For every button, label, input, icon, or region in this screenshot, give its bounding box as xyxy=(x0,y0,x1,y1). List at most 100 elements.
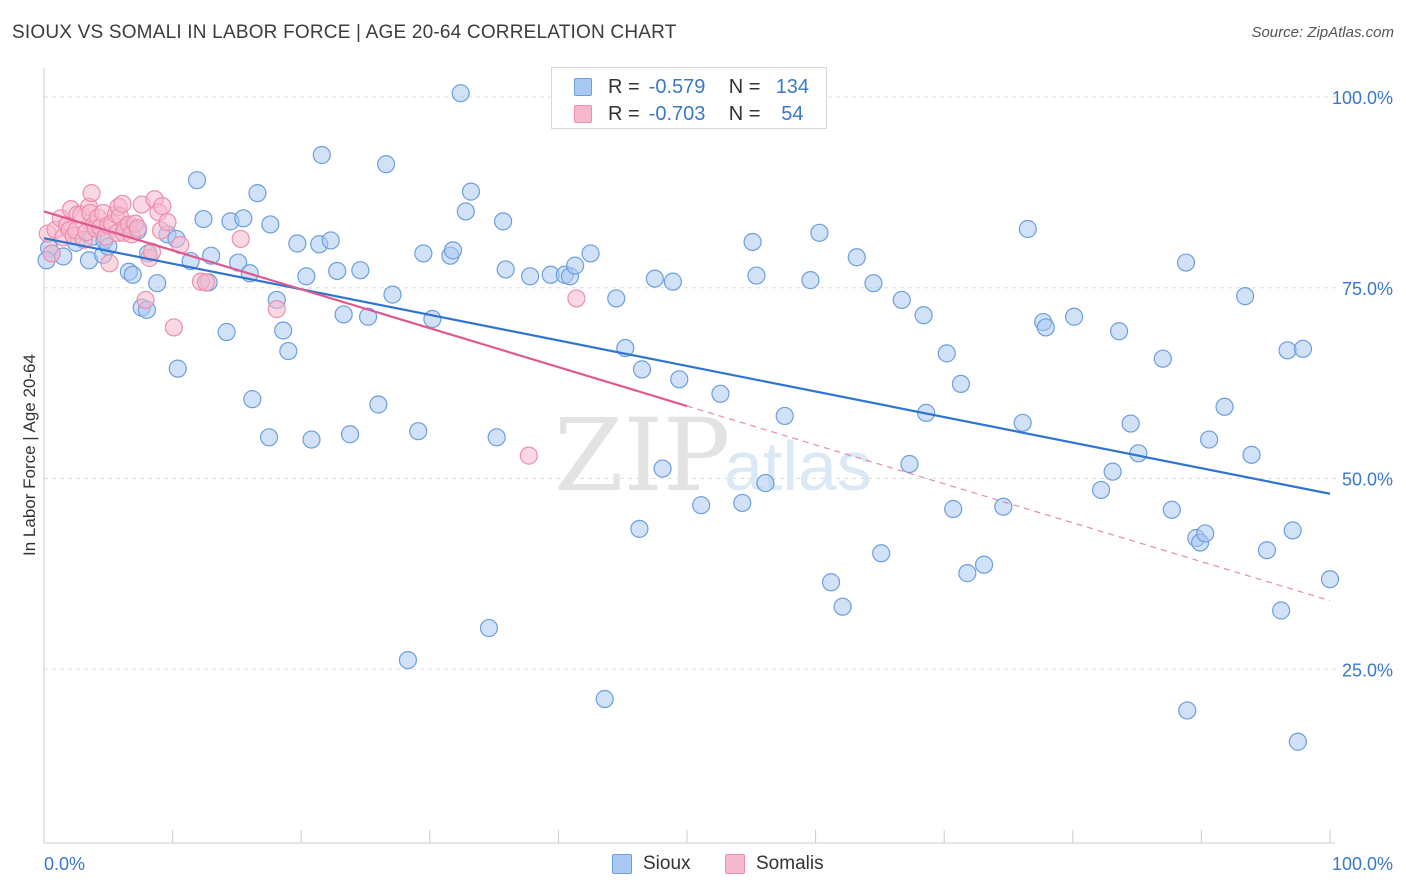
sioux-point xyxy=(1236,287,1255,306)
sioux-point xyxy=(1091,480,1111,500)
sioux-legend-label: Sioux xyxy=(643,853,691,874)
y-tick-labels: 25.0% 50.0% 75.0% 100.0% xyxy=(1332,88,1393,680)
somalis-n-value: 54 xyxy=(781,102,804,125)
somalis-trend-extension xyxy=(686,405,1331,602)
somalis-point xyxy=(231,229,250,249)
sioux-point xyxy=(302,430,321,449)
sioux-point xyxy=(312,145,331,165)
sioux-point xyxy=(847,248,866,267)
legend-item-sioux[interactable]: Sioux xyxy=(612,851,691,877)
sioux-n-value: 134 xyxy=(775,75,810,98)
r-label: R = xyxy=(608,75,640,98)
sioux-point xyxy=(1121,414,1140,433)
sioux-point xyxy=(409,422,428,441)
sioux-point xyxy=(358,307,378,326)
sioux-point xyxy=(1272,601,1291,620)
sioux-point xyxy=(521,267,540,286)
sioux-point xyxy=(279,341,298,361)
sioux-point xyxy=(872,544,891,563)
sioux-point xyxy=(496,260,515,279)
sioux-point xyxy=(123,265,142,284)
n-label: N = xyxy=(728,102,761,125)
sioux-point xyxy=(243,390,262,409)
grid-lines xyxy=(44,96,1340,670)
sioux-point xyxy=(1176,253,1196,272)
sioux-point xyxy=(951,374,971,393)
somalis-legend-label: Somalis xyxy=(756,853,824,874)
sioux-point xyxy=(645,269,664,288)
sioux-point xyxy=(892,290,911,310)
sioux-point xyxy=(1109,322,1129,341)
sioux-point xyxy=(733,493,752,513)
chart-title: SIOUX VS SOMALI IN LABOR FORCE | AGE 20-… xyxy=(12,22,677,43)
sioux-point xyxy=(1215,397,1234,416)
sioux-point xyxy=(1178,701,1197,720)
sioux-point xyxy=(351,261,370,280)
stats-legend-row-sioux: R = -0.579 N = 134 xyxy=(574,76,814,98)
legend-item-somalis[interactable]: Somalis xyxy=(725,851,824,877)
somalis-swatch xyxy=(574,105,592,123)
sioux-point xyxy=(900,454,919,474)
sioux-point xyxy=(944,499,963,519)
sioux-point xyxy=(340,425,360,444)
y-tick-label: 50.0% xyxy=(1342,470,1393,490)
sioux-point xyxy=(168,359,187,378)
sioux-point xyxy=(801,271,820,290)
sioux-point xyxy=(595,689,614,709)
sioux-point xyxy=(1257,541,1277,560)
sioux-point xyxy=(187,171,207,190)
x-tick-label-max: 100.0% xyxy=(1332,854,1393,874)
sioux-legend-swatch xyxy=(612,854,632,874)
sioux-point xyxy=(653,459,672,478)
x-axis-ticks xyxy=(172,830,1331,843)
sioux-point xyxy=(1196,524,1215,543)
watermark-atlas: atlas xyxy=(724,427,872,505)
watermark-zip: ZIP xyxy=(554,397,730,514)
sioux-point xyxy=(259,428,279,447)
sioux-point xyxy=(194,209,213,229)
somalis-point xyxy=(196,273,216,292)
sioux-point xyxy=(566,256,585,275)
sioux-point xyxy=(274,321,293,340)
sioux-point xyxy=(1242,445,1261,464)
sioux-point xyxy=(1293,339,1313,358)
sioux-point xyxy=(607,289,626,308)
sioux-point xyxy=(414,244,433,263)
sioux-point xyxy=(914,306,933,325)
sioux-point xyxy=(494,212,513,231)
sioux-point xyxy=(663,272,682,291)
sioux-point xyxy=(711,384,730,403)
somalis-point xyxy=(153,197,172,216)
sioux-point xyxy=(451,84,470,103)
sioux-point xyxy=(1018,219,1037,239)
sioux-point xyxy=(756,473,775,493)
sioux-point xyxy=(261,215,280,234)
somalis-point xyxy=(158,213,177,232)
somalis-point xyxy=(128,219,147,238)
n-label: N = xyxy=(728,75,761,98)
somalis-points xyxy=(38,184,586,465)
sioux-point xyxy=(334,305,353,324)
y-tick-label: 25.0% xyxy=(1342,660,1393,680)
sioux-point xyxy=(461,182,481,201)
sioux-point xyxy=(383,285,402,304)
somalis-trend-line xyxy=(43,210,688,408)
somalis-legend-swatch xyxy=(725,854,745,874)
somalis-point xyxy=(42,244,61,263)
somalis-point xyxy=(100,254,119,273)
sioux-point xyxy=(1288,732,1307,751)
sioux-point xyxy=(994,497,1013,516)
axes xyxy=(43,68,1335,844)
sioux-point xyxy=(692,496,711,515)
x-tick-label-min: 0.0% xyxy=(44,854,85,874)
sioux-point xyxy=(1036,318,1055,337)
sioux-point xyxy=(376,155,396,174)
sioux-point xyxy=(743,232,762,252)
sioux-point xyxy=(1103,462,1122,481)
sioux-point xyxy=(328,261,347,281)
y-tick-label: 75.0% xyxy=(1342,279,1393,299)
somalis-point xyxy=(567,289,586,308)
sioux-point xyxy=(1129,444,1148,463)
somalis-point xyxy=(113,194,132,213)
